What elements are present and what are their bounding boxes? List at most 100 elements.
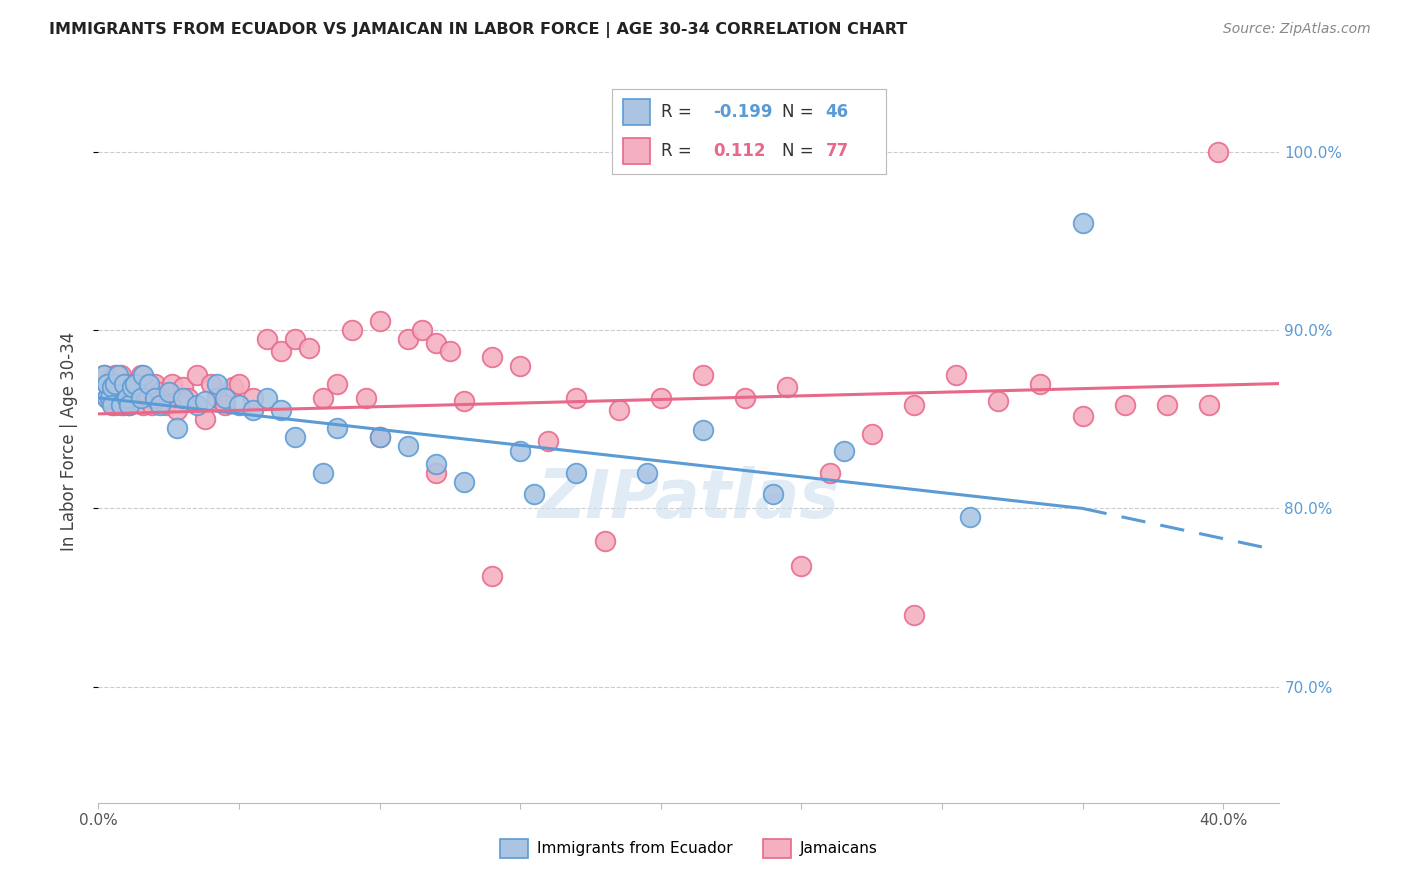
- Text: ZIPatlas: ZIPatlas: [538, 467, 839, 533]
- Point: [214, 391, 236, 405]
- Point: [124, 376, 146, 391]
- Point: [1071, 216, 1094, 230]
- Point: [790, 558, 813, 573]
- Point: [1206, 145, 1229, 159]
- Point: [396, 439, 419, 453]
- Point: [135, 376, 157, 391]
- Text: R =: R =: [661, 142, 697, 160]
- Point: [149, 385, 172, 400]
- Point: [636, 466, 658, 480]
- Point: [270, 344, 292, 359]
- Text: IMMIGRANTS FROM ECUADOR VS JAMAICAN IN LABOR FORCE | AGE 30-34 CORRELATION CHART: IMMIGRANTS FROM ECUADOR VS JAMAICAN IN L…: [49, 22, 907, 38]
- Point: [396, 332, 419, 346]
- Point: [776, 380, 799, 394]
- Legend: Immigrants from Ecuador, Jamaicans: Immigrants from Ecuador, Jamaicans: [494, 833, 884, 863]
- Point: [96, 391, 118, 405]
- Point: [129, 368, 152, 382]
- Point: [166, 403, 188, 417]
- Point: [96, 376, 118, 391]
- Text: 46: 46: [825, 103, 849, 121]
- Point: [166, 421, 188, 435]
- Point: [186, 398, 208, 412]
- Point: [101, 380, 124, 394]
- Point: [194, 394, 217, 409]
- Point: [860, 426, 883, 441]
- Point: [200, 376, 222, 391]
- Point: [160, 376, 183, 391]
- Point: [129, 391, 152, 405]
- Text: 0.112: 0.112: [713, 142, 765, 160]
- Point: [818, 466, 841, 480]
- Point: [138, 376, 160, 391]
- Point: [155, 398, 177, 412]
- Point: [565, 466, 588, 480]
- Point: [1198, 398, 1220, 412]
- Point: [112, 398, 135, 412]
- Point: [1156, 398, 1178, 412]
- Point: [115, 391, 138, 405]
- Point: [734, 391, 756, 405]
- Point: [172, 380, 194, 394]
- Point: [96, 376, 118, 391]
- Point: [121, 385, 143, 400]
- Point: [214, 398, 236, 412]
- Point: [692, 423, 714, 437]
- Point: [107, 368, 129, 382]
- Point: [121, 380, 143, 394]
- Point: [509, 444, 531, 458]
- Point: [354, 391, 377, 405]
- Point: [110, 368, 132, 382]
- Y-axis label: In Labor Force | Age 30-34: In Labor Force | Age 30-34: [59, 332, 77, 551]
- Point: [205, 391, 228, 405]
- Point: [112, 376, 135, 391]
- Point: [104, 376, 127, 391]
- Point: [256, 332, 278, 346]
- Point: [138, 391, 160, 405]
- Point: [270, 403, 292, 417]
- Text: N =: N =: [782, 103, 818, 121]
- Point: [228, 398, 250, 412]
- Point: [124, 376, 146, 391]
- Point: [326, 421, 349, 435]
- Bar: [623, 138, 650, 164]
- Point: [368, 430, 391, 444]
- Point: [762, 487, 785, 501]
- Point: [368, 314, 391, 328]
- Point: [107, 391, 129, 405]
- Point: [141, 398, 163, 412]
- Point: [326, 376, 349, 391]
- Point: [425, 457, 447, 471]
- Point: [132, 368, 155, 382]
- Point: [903, 608, 925, 623]
- Point: [172, 391, 194, 405]
- Point: [101, 398, 124, 412]
- Point: [481, 350, 503, 364]
- Point: [93, 368, 115, 382]
- Text: N =: N =: [782, 142, 818, 160]
- Point: [118, 398, 141, 412]
- Point: [945, 368, 967, 382]
- Point: [104, 368, 127, 382]
- Bar: [623, 99, 650, 125]
- Point: [186, 368, 208, 382]
- Point: [411, 323, 433, 337]
- Point: [93, 368, 115, 382]
- Point: [284, 332, 307, 346]
- Point: [143, 391, 166, 405]
- Text: Source: ZipAtlas.com: Source: ZipAtlas.com: [1223, 22, 1371, 37]
- Point: [110, 398, 132, 412]
- Point: [127, 391, 149, 405]
- Point: [132, 398, 155, 412]
- Point: [242, 403, 264, 417]
- Point: [157, 385, 180, 400]
- Point: [987, 394, 1010, 409]
- Point: [607, 403, 630, 417]
- Point: [1029, 376, 1052, 391]
- Point: [222, 380, 245, 394]
- Text: -0.199: -0.199: [713, 103, 772, 121]
- Point: [453, 394, 475, 409]
- Point: [177, 391, 200, 405]
- Point: [284, 430, 307, 444]
- Text: R =: R =: [661, 103, 697, 121]
- Point: [96, 391, 118, 405]
